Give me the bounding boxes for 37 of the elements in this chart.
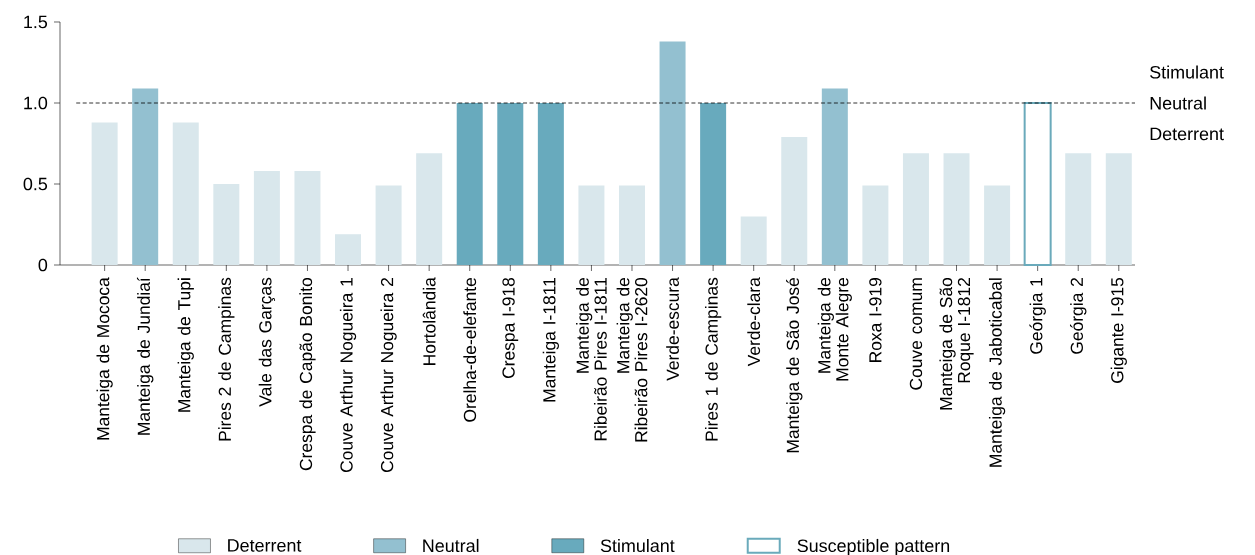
x-tick-label: Crespa de Capão Bonito: [299, 277, 316, 471]
x-tick-label: Pires 2 de Campinas: [218, 277, 235, 441]
x-tick-label: Geórgia 1: [1029, 278, 1046, 354]
legend-label: Neutral: [423, 538, 479, 553]
x-tick-label: Hortolândia: [422, 277, 436, 365]
legend-label: Deterrent: [228, 539, 302, 552]
x-tick-label: Manteiga de Monte Alegre: [817, 277, 852, 381]
x-tick-label: Roxa I-919: [869, 278, 882, 362]
x-tick-label: Verde-escura: [666, 277, 679, 381]
text: Stimulant: [1150, 65, 1224, 79]
text: Neutral: [1150, 96, 1206, 110]
x-tick-label: Couve comum: [909, 278, 923, 390]
x-tick-label: Vale das Garças: [258, 277, 276, 407]
x-tick-label: Orelha-de-elefante: [463, 277, 477, 422]
x-tick-label: Manteiga de Ribeirão Pires I-1811: [576, 277, 607, 441]
y-tick-label: 1.0: [24, 96, 48, 110]
y-tick-label: 0: [38, 258, 48, 272]
text: Deterrent: [1150, 127, 1224, 141]
legend-label: Susceptible pattern: [797, 538, 950, 555]
x-tick-label: Manteiga de Ribeirão Pires I-2620: [616, 277, 648, 442]
x-tick-label: Gigante I-915: [1110, 277, 1127, 383]
x-tick-label: Pires 1 de Campinas: [704, 277, 722, 441]
legend-label: Stimulant: [600, 538, 675, 553]
x-tick-label: Manteiga de Mococa: [96, 277, 113, 440]
x-tick-label: Manteiga de Jundiaí: [136, 277, 154, 435]
x-tick-label: Manteiga de Jaboticabal: [988, 278, 1006, 467]
x-tick-label: Crespa I-918: [502, 277, 519, 379]
x-tick-label: Geórgia 2: [1069, 278, 1087, 354]
x-tick-label: Manteiga de Tupi: [177, 278, 194, 412]
x-tick-label: Couve Arthur Nogueira 1: [339, 278, 357, 473]
x-tick-label: Manteiga I-1811: [542, 278, 559, 402]
x-tick-label: Couve Arthur Nogueira 2: [380, 278, 397, 473]
y-tick-label: 0.5: [23, 177, 48, 191]
x-tick-label: Manteiga de São Roque I-1812: [939, 277, 974, 410]
y-tick-label: 1.5: [24, 15, 48, 29]
x-tick-label: Manteiga de São José: [786, 278, 803, 453]
x-tick-label: Verde-clara: [747, 277, 761, 367]
